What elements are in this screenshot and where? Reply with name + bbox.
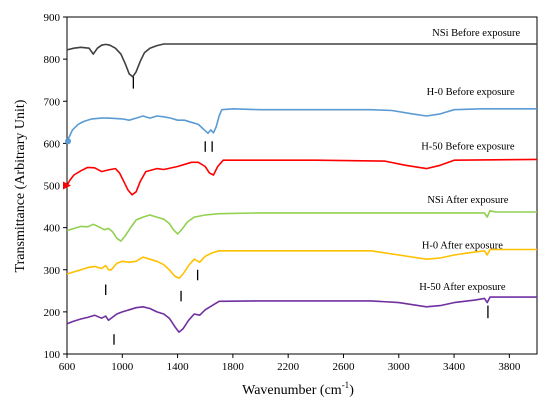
series-line-4 [66, 210, 537, 242]
series-label-2: H-0 Before exposure [427, 87, 515, 98]
series-line-6 [66, 296, 537, 333]
x-axis-label: Wavenumber (cm-1) [242, 380, 354, 398]
y-tick-label: 200 [44, 307, 61, 319]
series-label-4: NSi After exposure [427, 195, 508, 206]
series-label-1: NSi Before exposure [432, 28, 520, 39]
series-start-marker-3 [63, 181, 71, 190]
series-label-5: H-0 After exposure [422, 241, 503, 252]
x-axis-label-main: Wavenumber (cm [242, 383, 342, 398]
series-start-marker-2 [65, 138, 71, 145]
series-line-3 [66, 158, 538, 196]
y-tick-label: 300 [44, 265, 61, 277]
x-tick-label: 1000 [111, 361, 134, 373]
x-tick-label: 3400 [443, 361, 466, 373]
y-tick-label: 600 [44, 138, 61, 150]
series-line-2 [66, 108, 537, 142]
y-tick-label: 700 [44, 96, 61, 108]
x-tick-label: 600 [59, 361, 76, 373]
x-axis-label-superscript: -1 [342, 380, 350, 390]
x-tick-label: 1800 [222, 361, 245, 373]
series-label-3: H-50 Before exposure [421, 141, 515, 152]
x-tick-label: 3000 [388, 361, 411, 373]
y-tick-label: 500 [44, 181, 61, 193]
y-tick-label: 800 [44, 54, 61, 66]
series-line-1 [66, 43, 537, 78]
x-tick-label: 1400 [167, 361, 190, 373]
series-label-6: H-50 After exposure [419, 282, 506, 293]
x-axis-label-close: ) [349, 383, 354, 398]
y-tick-label: 400 [44, 223, 61, 235]
x-tick-label: 2600 [332, 361, 355, 373]
y-axis-label: Transmittance (Arbitrary Unit) [13, 99, 28, 272]
y-tick-label: 100 [44, 349, 61, 361]
series-line-5 [66, 248, 537, 279]
x-tick-label: 3800 [498, 361, 521, 373]
x-tick-label: 2200 [277, 361, 300, 373]
y-tick-label: 900 [44, 12, 61, 24]
